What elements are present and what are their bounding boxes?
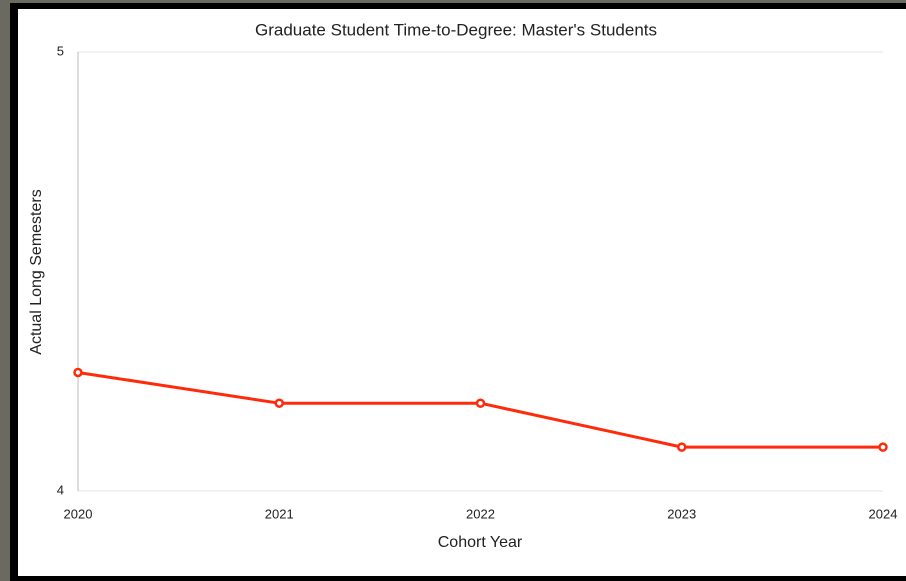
- chart-title: Graduate Student Time-to-Degree: Master'…: [255, 20, 657, 39]
- x-tick-label: 2021: [265, 506, 294, 521]
- page: {"chart_data": {"type": "line", "title":…: [0, 0, 906, 581]
- chart: Graduate Student Time-to-Degree: Master'…: [0, 0, 906, 581]
- x-tick-label: 2023: [667, 506, 696, 521]
- y-axis-title: Actual Long Semesters: [28, 189, 45, 354]
- x-axis-title: Cohort Year: [438, 534, 523, 551]
- point: [678, 444, 685, 451]
- x-tick-label: 2022: [466, 506, 495, 521]
- point: [477, 400, 484, 407]
- y-tick-label: 4: [57, 482, 64, 497]
- x-tick-label: 2024: [869, 506, 898, 521]
- x-tick-label: 2020: [64, 506, 93, 521]
- point: [75, 369, 82, 376]
- point: [276, 400, 283, 407]
- point: [880, 444, 887, 451]
- y-tick-label: 5: [57, 43, 64, 58]
